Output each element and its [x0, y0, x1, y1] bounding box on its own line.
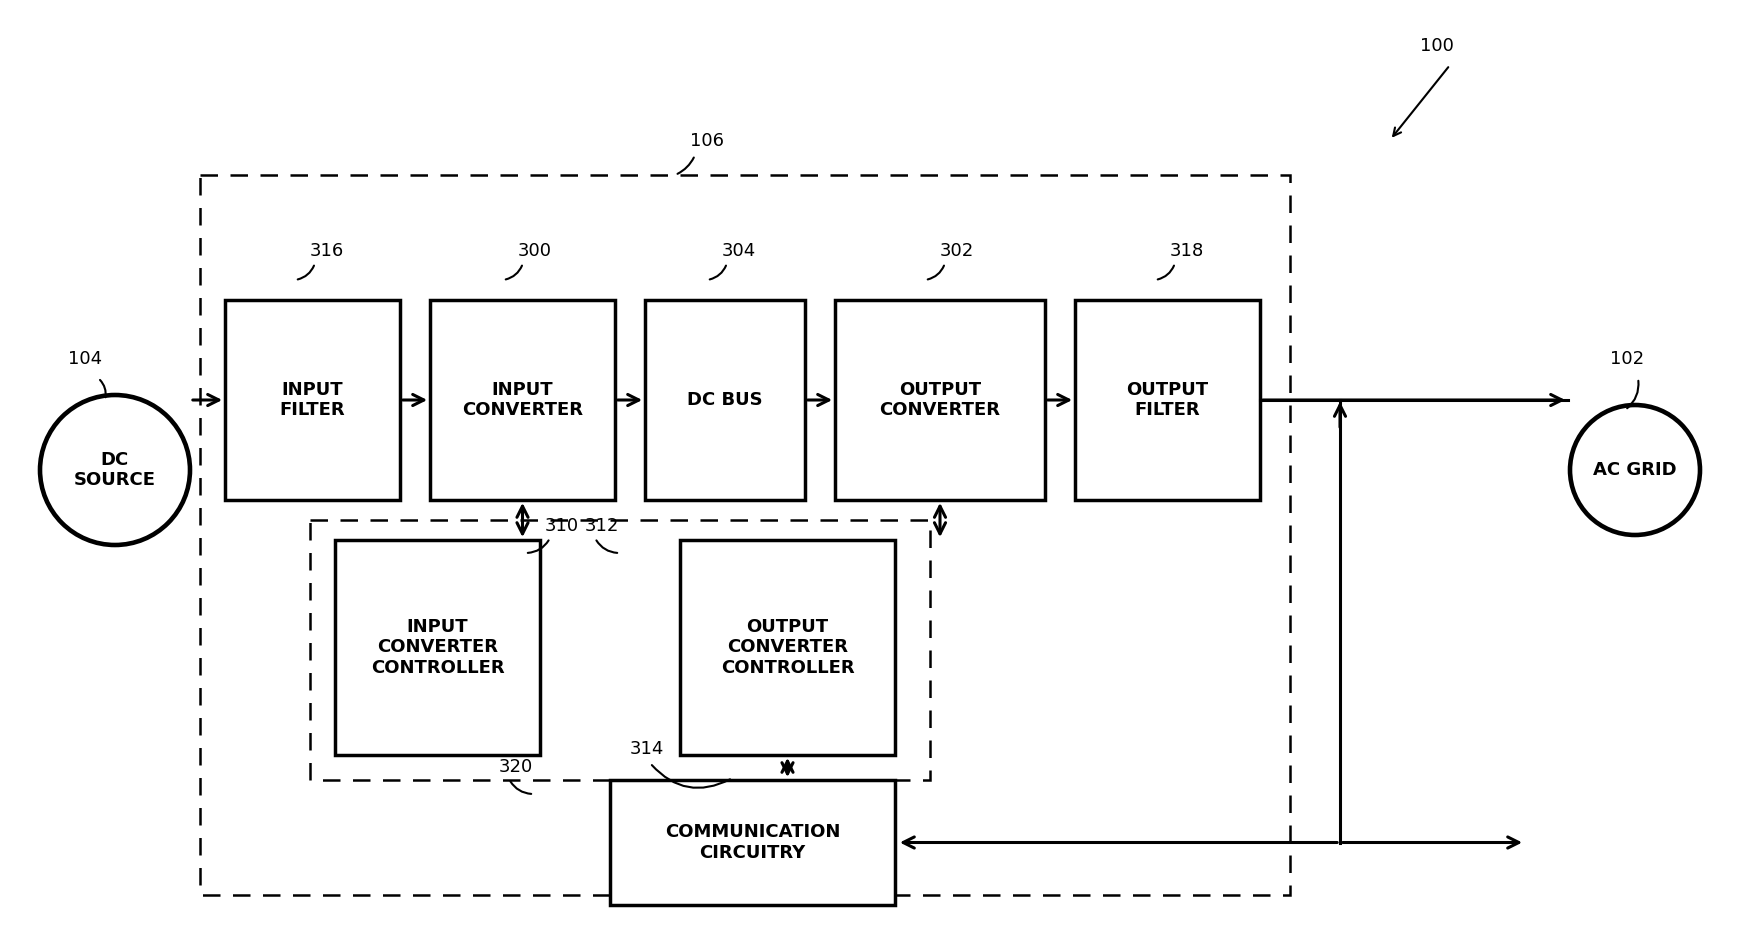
Circle shape [40, 395, 190, 545]
Text: DC BUS: DC BUS [687, 391, 763, 409]
Text: 304: 304 [722, 242, 756, 260]
Text: INPUT
CONVERTER
CONTROLLER: INPUT CONVERTER CONTROLLER [371, 617, 504, 678]
Bar [610, 780, 894, 905]
Text: 314: 314 [631, 740, 664, 758]
Text: INPUT
FILTER: INPUT FILTER [279, 380, 346, 420]
Text: 104: 104 [69, 350, 102, 368]
Text: 318: 318 [1170, 242, 1204, 260]
Text: 316: 316 [309, 242, 344, 260]
Bar [309, 520, 929, 780]
Bar [200, 175, 1290, 895]
Text: 310: 310 [545, 517, 580, 535]
Text: 312: 312 [585, 517, 620, 535]
Bar [645, 300, 805, 500]
Text: 100: 100 [1420, 37, 1453, 55]
Text: 302: 302 [940, 242, 973, 260]
Text: INPUT
CONVERTER: INPUT CONVERTER [462, 380, 583, 420]
Text: COMMUNICATION
CIRCUITRY: COMMUNICATION CIRCUITRY [664, 823, 840, 862]
Text: 300: 300 [518, 242, 552, 260]
Bar [430, 300, 615, 500]
Text: 102: 102 [1609, 350, 1645, 368]
Bar [336, 540, 539, 755]
Text: 106: 106 [691, 132, 724, 150]
Text: DC
SOURCE: DC SOURCE [74, 451, 156, 489]
Bar [835, 300, 1045, 500]
Circle shape [1571, 405, 1701, 535]
Text: OUTPUT
FILTER: OUTPUT FILTER [1126, 380, 1209, 420]
Bar [1075, 300, 1260, 500]
Bar [225, 300, 401, 500]
Text: OUTPUT
CONVERTER
CONTROLLER: OUTPUT CONVERTER CONTROLLER [720, 617, 854, 678]
Text: 320: 320 [499, 758, 534, 776]
Bar [680, 540, 894, 755]
Text: OUTPUT
CONVERTER: OUTPUT CONVERTER [880, 380, 1000, 420]
Text: AC GRID: AC GRID [1594, 461, 1676, 479]
